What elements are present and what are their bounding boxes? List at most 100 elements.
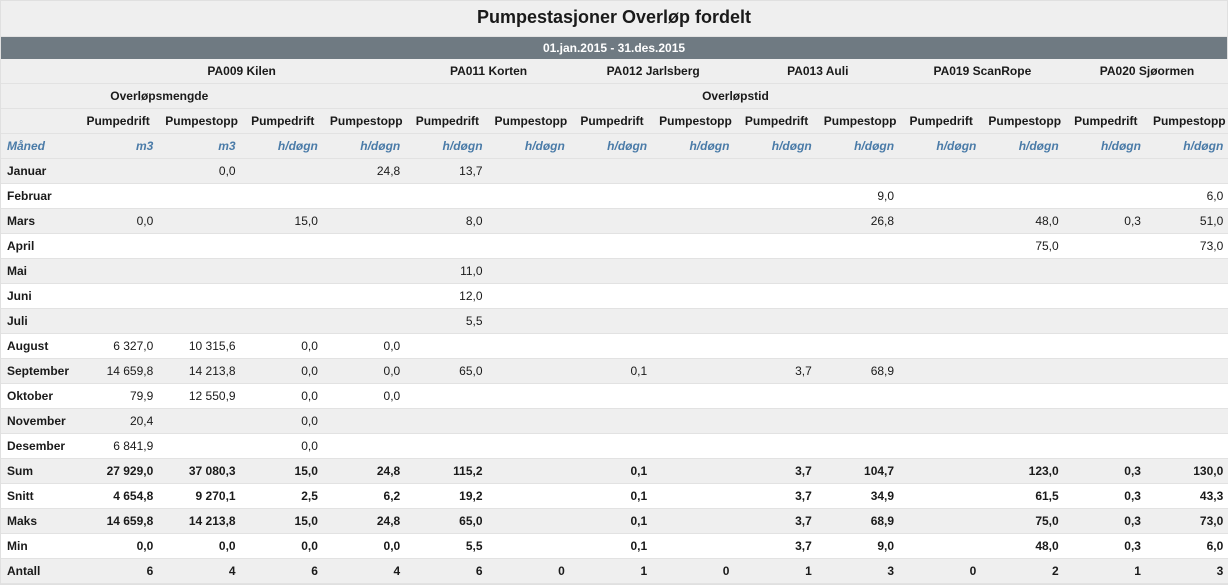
data-cell: [1065, 384, 1147, 409]
summary-cell: 73,0: [1147, 509, 1228, 534]
summary-cell: 0,1: [571, 509, 653, 534]
subcol-header: Pumpestopp: [324, 109, 406, 134]
summary-cell: 5,5: [406, 534, 488, 559]
data-cell: [653, 359, 735, 384]
summary-cell: 15,0: [242, 459, 324, 484]
summary-cell: 9,0: [818, 534, 900, 559]
summary-cell: 3: [818, 559, 900, 584]
subcol-header: Pumpedrift: [571, 109, 653, 134]
data-cell: 26,8: [818, 209, 900, 234]
data-cell: [1147, 309, 1228, 334]
summary-cell: 0,0: [159, 534, 241, 559]
station-header: PA020 Sjøormen: [1065, 59, 1228, 84]
data-cell: [900, 384, 982, 409]
summary-cell: 1: [1065, 559, 1147, 584]
data-cell: 13,7: [406, 159, 488, 184]
data-cell: 0,3: [1065, 209, 1147, 234]
data-cell: [1065, 409, 1147, 434]
summary-cell: 0,1: [571, 484, 653, 509]
unit-header: m3: [77, 134, 159, 159]
month-label: September: [1, 359, 77, 384]
group-header: Overløpsmengde: [77, 84, 242, 109]
unit-header: h/døgn: [900, 134, 982, 159]
data-cell: [324, 309, 406, 334]
summary-label: Snitt: [1, 484, 77, 509]
month-label: April: [1, 234, 77, 259]
data-cell: 14 213,8: [159, 359, 241, 384]
summary-cell: [900, 534, 982, 559]
data-cell: [406, 334, 488, 359]
summary-cell: 15,0: [242, 509, 324, 534]
data-cell: 12,0: [406, 284, 488, 309]
table-body: Januar0,024,813,7Februar9,06,0Mars0,015,…: [1, 159, 1228, 459]
data-cell: [324, 234, 406, 259]
summary-row: Min0,00,00,00,05,50,13,79,048,00,36,0: [1, 534, 1228, 559]
data-cell: [489, 284, 571, 309]
data-cell: [1147, 284, 1228, 309]
summary-cell: 0,1: [571, 459, 653, 484]
summary-cell: 1: [735, 559, 817, 584]
data-cell: [653, 434, 735, 459]
data-cell: [489, 234, 571, 259]
data-cell: [489, 434, 571, 459]
summary-cell: 0,0: [324, 534, 406, 559]
summary-cell: 3: [1147, 559, 1228, 584]
subcol-header: Pumpestopp: [489, 109, 571, 134]
header-blank: [1, 84, 77, 109]
data-cell: [242, 259, 324, 284]
data-cell: [735, 159, 817, 184]
data-cell: [1065, 334, 1147, 359]
summary-cell: [653, 509, 735, 534]
header-blank: [1, 109, 77, 134]
data-cell: [982, 159, 1064, 184]
summary-cell: 43,3: [1147, 484, 1228, 509]
data-cell: 73,0: [1147, 234, 1228, 259]
data-table: PA009 KilenPA011 KortenPA012 JarlsbergPA…: [1, 59, 1228, 584]
subcol-header: Pumpestopp: [1147, 109, 1228, 134]
report-period: 01.jan.2015 - 31.des.2015: [1, 37, 1227, 59]
data-cell: [406, 409, 488, 434]
data-cell: 0,0: [324, 359, 406, 384]
subcol-header: Pumpestopp: [818, 109, 900, 134]
summary-cell: 6: [406, 559, 488, 584]
table-row: Mars0,015,08,026,848,00,351,0: [1, 209, 1228, 234]
summary-cell: 34,9: [818, 484, 900, 509]
unit-header: h/døgn: [1065, 134, 1147, 159]
station-header: PA011 Korten: [406, 59, 571, 84]
summary-cell: 68,9: [818, 509, 900, 534]
data-cell: [818, 409, 900, 434]
data-cell: [653, 234, 735, 259]
data-cell: [818, 384, 900, 409]
data-cell: [77, 234, 159, 259]
data-cell: 24,8: [324, 159, 406, 184]
summary-cell: 0,3: [1065, 484, 1147, 509]
summary-cell: 0: [489, 559, 571, 584]
summary-cell: 75,0: [982, 509, 1064, 534]
subcol-header: Pumpedrift: [77, 109, 159, 134]
data-cell: 14 659,8: [77, 359, 159, 384]
data-cell: 79,9: [77, 384, 159, 409]
header-blank: [1, 59, 77, 84]
data-cell: [982, 259, 1064, 284]
data-cell: [735, 209, 817, 234]
summary-cell: 6,0: [1147, 534, 1228, 559]
data-cell: [77, 184, 159, 209]
table-row: November20,40,0: [1, 409, 1228, 434]
unit-header: h/døgn: [735, 134, 817, 159]
data-cell: 15,0: [242, 209, 324, 234]
subcol-header: Pumpedrift: [735, 109, 817, 134]
data-cell: 6 327,0: [77, 334, 159, 359]
data-cell: [900, 184, 982, 209]
data-cell: [818, 309, 900, 334]
month-label: Mai: [1, 259, 77, 284]
table-row: Oktober79,912 550,90,00,0: [1, 384, 1228, 409]
data-cell: [735, 234, 817, 259]
data-cell: [735, 409, 817, 434]
month-label: Desember: [1, 434, 77, 459]
data-cell: [159, 184, 241, 209]
data-cell: 0,0: [77, 209, 159, 234]
summary-cell: 65,0: [406, 509, 488, 534]
data-cell: [1065, 434, 1147, 459]
data-cell: [735, 434, 817, 459]
month-label: August: [1, 334, 77, 359]
